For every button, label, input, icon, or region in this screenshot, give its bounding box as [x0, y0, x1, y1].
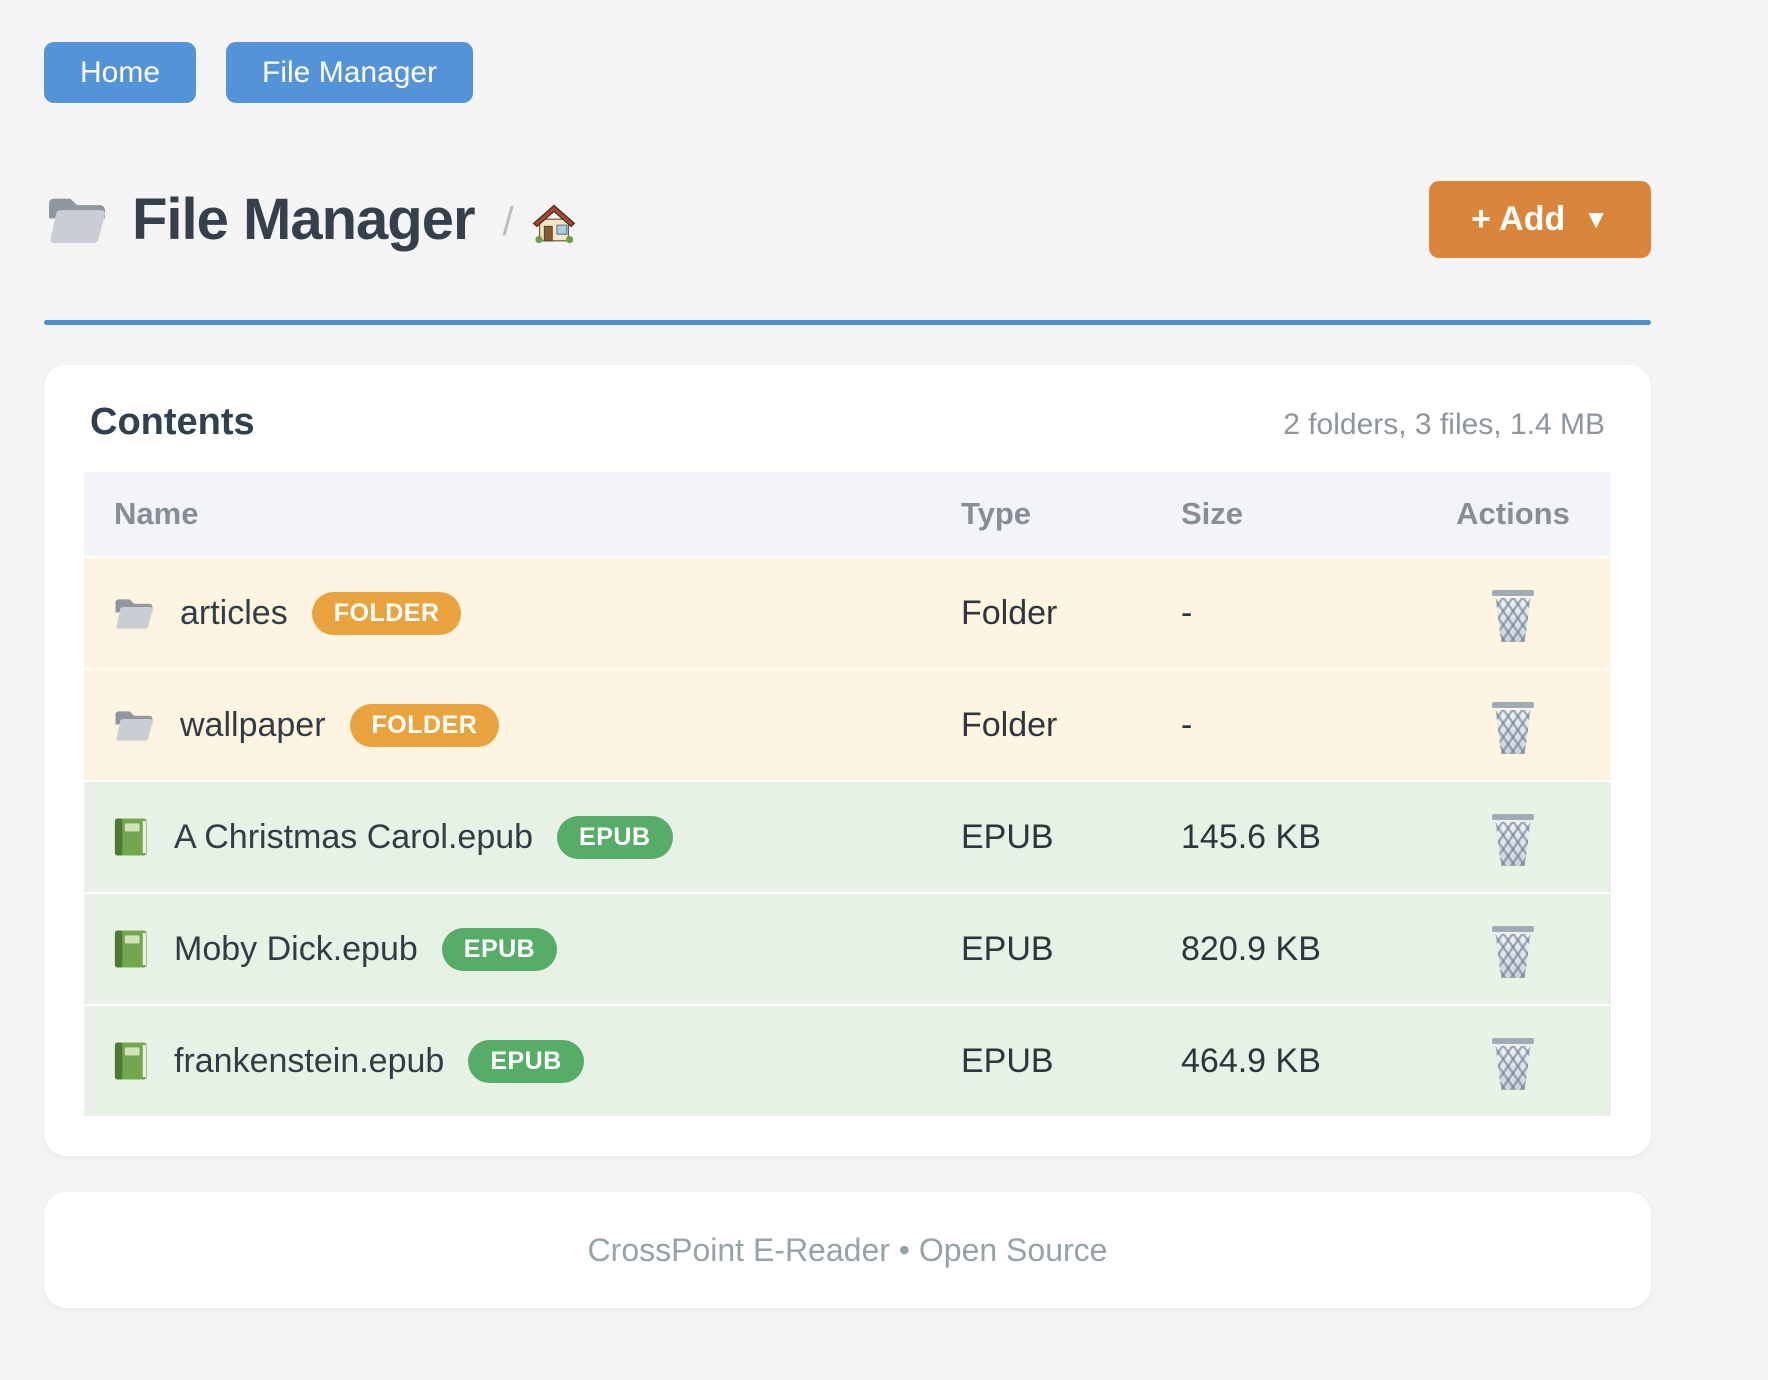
- type-badge: FOLDER: [349, 703, 500, 747]
- file-name[interactable]: articles: [180, 593, 288, 632]
- name-cell: wallpaper FOLDER: [84, 703, 961, 747]
- book-icon: [112, 816, 150, 858]
- file-name[interactable]: frankenstein.epub: [174, 1041, 445, 1080]
- type-cell: EPUB: [961, 817, 1054, 856]
- actions-cell: [1415, 914, 1611, 984]
- card-title: Contents: [90, 401, 255, 443]
- actions-cell: [1415, 1026, 1611, 1096]
- title-divider: [44, 320, 1651, 325]
- breadcrumb-home-link[interactable]: [530, 200, 578, 248]
- size-cell: 464.9 KB: [1181, 1041, 1321, 1080]
- book-icon: [112, 1040, 150, 1082]
- folder-icon: [112, 707, 156, 744]
- card-header: Contents 2 folders, 3 files, 1.4 MB: [84, 401, 1611, 444]
- table-row[interactable]: Moby Dick.epub EPUB EPUB 820.9 KB: [84, 892, 1611, 1004]
- type-badge: EPUB: [441, 927, 558, 971]
- house-icon: [530, 200, 578, 248]
- chevron-down-icon: ▼: [1583, 204, 1609, 234]
- type-cell: Folder: [961, 593, 1058, 632]
- column-header-actions: Actions: [1456, 496, 1570, 531]
- size-cell: -: [1181, 593, 1193, 632]
- add-button-label: + Add: [1471, 200, 1566, 238]
- contents-summary: 2 folders, 3 files, 1.4 MB: [1283, 408, 1605, 441]
- top-nav: Home File Manager: [44, 42, 1651, 103]
- table-row[interactable]: A Christmas Carol.epub EPUB EPUB 145.6 K…: [84, 780, 1611, 892]
- breadcrumb-separator: /: [502, 200, 514, 244]
- type-badge: EPUB: [557, 815, 673, 859]
- file-name[interactable]: Moby Dick.epub: [174, 929, 418, 968]
- table-header: Name Type Size Actions: [84, 472, 1611, 556]
- size-cell: 145.6 KB: [1181, 817, 1321, 856]
- footer-text: CrossPoint E-Reader • Open Source: [587, 1231, 1108, 1268]
- footer: CrossPoint E-Reader • Open Source: [44, 1192, 1651, 1308]
- column-header-name: Name: [114, 496, 199, 531]
- nav-file-manager-button[interactable]: File Manager: [226, 42, 474, 103]
- size-cell: -: [1181, 705, 1193, 744]
- type-badge: FOLDER: [311, 591, 462, 635]
- table-row[interactable]: wallpaper FOLDER Folder -: [84, 668, 1611, 780]
- trash-icon: [1492, 590, 1534, 642]
- delete-button[interactable]: [1486, 690, 1540, 760]
- file-name[interactable]: A Christmas Carol.epub: [174, 817, 534, 856]
- name-cell: Moby Dick.epub EPUB: [84, 927, 961, 971]
- column-header-type: Type: [961, 496, 1032, 531]
- table-row[interactable]: articles FOLDER Folder -: [84, 556, 1611, 668]
- page-title-text: File Manager: [132, 187, 476, 252]
- book-icon: [112, 928, 150, 970]
- name-cell: articles FOLDER: [84, 591, 961, 635]
- table-body: articles FOLDER Folder -: [84, 556, 1611, 1116]
- column-header-size: Size: [1181, 496, 1244, 531]
- trash-icon: [1492, 814, 1534, 866]
- actions-cell: [1415, 802, 1611, 872]
- size-cell: 820.9 KB: [1181, 929, 1321, 968]
- delete-button[interactable]: [1486, 802, 1540, 872]
- nav-home-button[interactable]: Home: [44, 42, 197, 103]
- name-cell: A Christmas Carol.epub EPUB: [84, 815, 961, 859]
- type-cell: Folder: [961, 705, 1058, 744]
- folder-icon: [44, 192, 110, 248]
- page: Home File Manager File Manager /: [44, 0, 1651, 1308]
- trash-icon: [1492, 1038, 1534, 1090]
- delete-button[interactable]: [1486, 914, 1540, 984]
- file-table: Name Type Size Actions: [84, 472, 1611, 1116]
- page-title: File Manager /: [44, 186, 578, 253]
- actions-cell: [1415, 578, 1611, 648]
- file-name[interactable]: wallpaper: [180, 705, 326, 744]
- name-cell: frankenstein.epub EPUB: [84, 1039, 961, 1083]
- type-cell: EPUB: [961, 929, 1054, 968]
- table-row[interactable]: frankenstein.epub EPUB EPUB 464.9 KB: [84, 1004, 1611, 1116]
- trash-icon: [1492, 926, 1534, 978]
- delete-button[interactable]: [1486, 1026, 1540, 1096]
- folder-icon: [112, 595, 156, 632]
- contents-card: Contents 2 folders, 3 files, 1.4 MB Name…: [44, 365, 1651, 1156]
- type-cell: EPUB: [961, 1041, 1054, 1080]
- type-badge: EPUB: [468, 1039, 584, 1083]
- add-button[interactable]: + Add ▼: [1429, 181, 1651, 258]
- trash-icon: [1492, 702, 1534, 754]
- actions-cell: [1415, 690, 1611, 760]
- title-row: File Manager / + Add ▼: [44, 181, 1651, 258]
- delete-button[interactable]: [1486, 578, 1540, 648]
